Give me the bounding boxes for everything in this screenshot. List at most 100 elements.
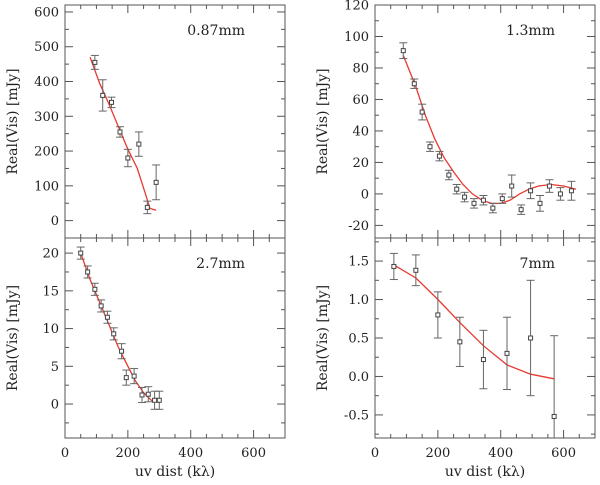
chart-2-bottom-left-marker-7 [123,375,129,381]
chart-1-top-right-point-16 [545,179,554,193]
chart-3-bottom-right-point-2 [433,291,442,339]
chart-2-bottom-left-point-2 [90,282,99,296]
chart-1-top-right-marker-13 [518,207,524,213]
chart-0-top-left-point-7 [152,164,161,201]
chart-2-bottom-left-model-line [80,252,160,404]
chart-3-bottom-right-ytick-label-4: 1.5 [348,255,369,270]
chart-3-bottom-right-point-6 [526,279,535,397]
chart-2-bottom-left-point-3 [97,299,106,313]
chart-3-bottom-right-point-0 [389,252,398,281]
chart-2-bottom-left-marker-11 [152,397,158,403]
chart-1-top-right-ytick-label-4: 60 [352,93,369,108]
chart-1-top-right-marker-14 [528,188,534,194]
chart-3-bottom-right-frame [374,237,596,439]
chart-1-top-right-marker-3 [427,144,433,150]
chart-1-top-right-marker-15 [537,200,543,206]
chart-2-bottom-left-marker-12 [156,397,162,403]
chart-1-top-right-point-8 [470,198,478,209]
chart-3-bottom-right-ytick-label-1: 0.0 [348,370,369,385]
chart-0-top-left-ytick-label-0: 0 [51,214,59,229]
chart-3-bottom-right-marker-5 [504,350,510,356]
chart-2-bottom-left-point-0 [76,246,85,260]
chart-3-bottom-right-marker-3 [457,339,463,345]
chart-1-top-right-marker-8 [471,200,477,206]
chart-1-top-right-point-2 [418,103,427,121]
chart-2-bottom-left-ylabel: Real(Vis) [mJy] [5,285,21,391]
chart-0-top-left-frame [64,4,286,239]
chart-0-top-left-marker-0 [92,59,98,65]
chart-1-top-right-marker-10 [490,205,496,211]
chart-0-top-left-marker-5 [136,141,142,147]
chart-2-bottom-left-ytick-label-1: 5 [51,360,59,375]
chart-0-top-left-ytick-label-6: 600 [34,5,59,20]
chart-2-bottom-left-point-4 [103,310,112,324]
chart-3-bottom-right-ytick-label-2: 0.5 [348,332,369,347]
chart-0-top-left: 0 100 200 300 400 500 600 Real(Vis) [mJy] 0.87mm [5,4,286,239]
chart-1-top-right-point-14 [526,182,535,200]
chart-2-bottom-left-marker-2 [92,286,98,292]
chart-3-bottom-right-marker-0 [391,263,397,269]
chart-1-top-right-ytick-label-1: 0 [361,187,369,202]
chart-2-bottom-left-xtick-label-3: 600 [241,446,266,461]
chart-2-bottom-left-marker-1 [85,269,91,275]
chart-2-bottom-left-xtick-label-1: 200 [115,446,140,461]
chart-0-top-left-point-4 [123,148,132,168]
chart-1-top-right-ytick-label-6: 100 [344,30,369,45]
chart-3-bottom-right-point-1 [411,254,420,287]
chart-1-top-right-marker-0 [400,48,406,54]
chart-1-top-right-marker-4 [436,153,442,159]
chart-1-top-right-marker-17 [557,191,563,197]
chart-0-top-left-marker-4 [125,155,131,161]
chart-0-top-left-ytick-label-1: 100 [34,179,59,194]
chart-1-top-right-point-0 [399,42,408,60]
chart-1-top-right-point-15 [536,194,544,212]
chart-1-top-right-marker-18 [568,188,574,194]
chart-2-bottom-left-point-9 [138,386,146,404]
chart-0-top-left-band-label: 0.87mm [187,23,245,39]
chart-3-bottom-right-point-3 [455,316,464,367]
chart-2-bottom-left-xtick-label-2: 400 [178,446,203,461]
chart-0-top-left-marker-1 [100,92,106,98]
chart-1-top-right-marker-11 [499,196,505,202]
chart-0-top-left-point-1 [98,79,107,112]
chart-0-top-left-marker-2 [109,99,115,105]
chart-0-top-left-ytick-label-4: 400 [34,75,59,90]
chart-1-top-right-ylabel: Real(Vis) [mJy] [315,68,331,174]
chart-3-bottom-right-xtick-label-1: 200 [425,446,450,461]
chart-2-bottom-left-ytick-label-3: 15 [42,284,59,299]
chart-0-top-left-ytick-label-2: 200 [34,145,59,160]
chart-3-bottom-right-xlabel: uv dist (kλ) [445,464,525,480]
chart-0-top-left-marker-3 [117,129,123,135]
chart-2-bottom-left-marker-9 [139,392,145,398]
chart-2-bottom-left-marker-8 [131,373,137,379]
chart-1-top-right-point-12 [507,174,516,198]
chart-2-bottom-left-point-6 [117,343,126,360]
chart-1-top-right-point-4 [435,150,444,162]
chart-0-top-left-point-6 [143,200,152,215]
chart-1-top-right-point-7 [460,191,469,203]
chart-2-bottom-left-point-1 [83,265,92,279]
chart-2-bottom-left-ytick-label-2: 10 [42,322,59,337]
chart-3-bottom-right: 0 200 400 600 -0.5 0.0 0.5 1.0 1.5 Real(Vis) [mJy… [315,237,596,480]
chart-1-top-right-marker-2 [419,109,425,115]
chart-1-top-right-ytick-label-3: 40 [352,124,369,139]
chart-0-top-left-ylabel: Real(Vis) [mJy] [5,68,21,174]
chart-1-top-right-model-line [402,55,577,205]
chart-3-bottom-right-xtick-label-3: 600 [551,446,576,461]
chart-3-bottom-right-ylabel: Real(Vis) [mJy] [315,285,331,391]
chart-1-top-right-point-18 [567,180,576,201]
chart-2-bottom-left-xtick-label-0: 0 [61,446,69,461]
chart-2-bottom-left-point-5 [109,327,118,341]
chart-1-top-right-point-13 [517,204,526,215]
chart-3-bottom-right-ytick-label-0: -0.5 [344,408,369,423]
chart-3-bottom-right-point-7 [550,335,559,438]
chart-2-bottom-left-ytick-label-4: 20 [42,247,59,262]
chart-1-top-right-marker-16 [546,183,552,189]
chart-3-bottom-right-band-label: 7mm [520,256,555,272]
chart-2-bottom-left-marker-4 [104,314,110,320]
chart-2-bottom-left-point-7 [122,369,131,386]
chart-0-top-left-marker-6 [144,204,150,210]
chart-1-top-right-point-17 [556,187,565,201]
chart-2-bottom-left-ytick-label-0: 0 [51,398,59,413]
